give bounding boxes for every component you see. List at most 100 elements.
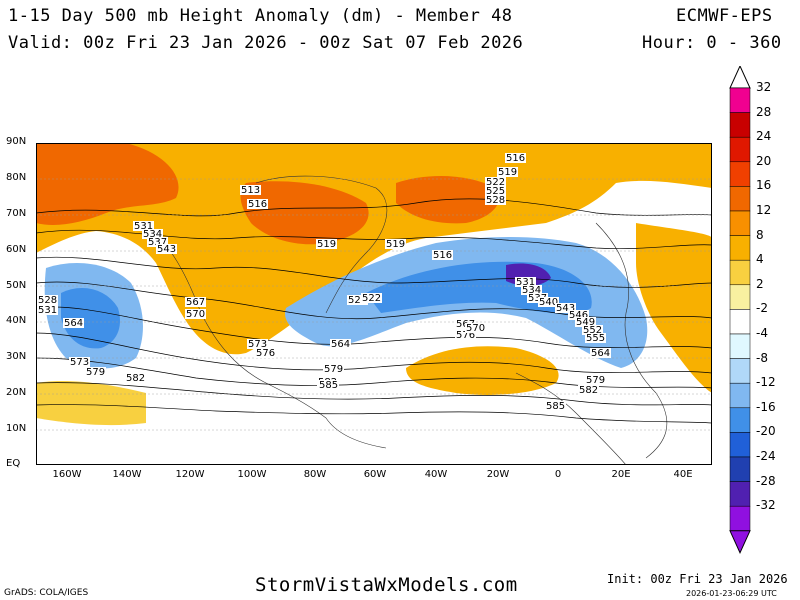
contour-label: 543 [156,244,177,255]
lon-label: 40E [673,469,693,480]
positive-anomaly-pacific [36,381,146,426]
svg-text:576: 576 [456,330,475,341]
contour-label: 582 [578,385,599,396]
lon-label: 160W [52,469,82,480]
svg-text:570: 570 [186,309,205,320]
svg-text:516: 516 [506,153,525,164]
svg-text:573: 573 [248,339,267,350]
contour-label: 525 [485,186,506,197]
colorbar-swatch [729,456,751,482]
colorbar-swatch [729,210,751,236]
contour-label: 570 [465,323,486,334]
colorbar-label: -32 [756,498,776,513]
svg-text:555: 555 [586,333,605,344]
contour-label: 519 [497,167,518,178]
svg-text:582: 582 [579,385,598,396]
lat-label: 80N [6,172,27,183]
lon-label: 20E [611,469,631,480]
svg-text:528: 528 [486,195,505,206]
contour-label: 582 [125,373,146,384]
svg-text:531: 531 [134,221,153,232]
colorbar-swatch [729,235,751,261]
generated-time: 2026-01-23-06:29 UTC [686,589,777,598]
svg-text:570: 570 [466,323,485,334]
svg-text:531: 531 [516,277,535,288]
svg-text:573: 573 [70,357,89,368]
svg-text:549: 549 [576,317,595,328]
svg-text:582: 582 [126,373,145,384]
svg-text:534: 534 [522,285,541,296]
contour-label: 528 [37,295,58,306]
contour-label: 534 [142,229,163,240]
colorbar-swatch [729,259,751,286]
contour-label: 528 [347,295,368,306]
colorbar-swatch [729,87,751,113]
colorbar-label: 2 [756,276,764,291]
colorbar-swatch [729,112,751,138]
contour-label: 549 [575,317,596,328]
colorbar-label: -28 [756,473,776,488]
svg-text:564: 564 [331,339,350,350]
colorbar-swatch [729,136,751,163]
colorbar-label: 32 [756,80,772,94]
contour-label: 537 [527,293,548,304]
contour-label: 531 [515,277,536,288]
contour-label: 543 [555,303,576,314]
contour-label: 564 [330,339,351,350]
svg-text:516: 516 [433,250,452,261]
colorbar-swatch [729,407,751,433]
lon-label: 140W [112,469,142,480]
svg-text:513: 513 [241,185,260,196]
lat-label: 40N [6,315,27,326]
init-time: Init: 00z Fri 23 Jan 2026 [607,572,788,586]
lat-label: 70N [6,208,27,219]
contour-label: 522 [361,293,382,304]
colorbar-label: 24 [756,129,772,144]
lat-label: 50N [6,280,27,291]
contour-label: 567 [185,297,206,308]
lon-label: 40W [424,469,448,480]
positive-anomaly-atlantic [406,346,559,395]
contour-label: 519 [385,239,406,250]
svg-text:585: 585 [546,401,565,412]
contour-label: 570 [185,309,206,320]
contour-label: 579 [585,375,606,386]
svg-text:564: 564 [591,348,610,359]
svg-text:540: 540 [539,297,558,308]
contour-label: 576 [455,330,476,341]
grads-credit: GrADS: COLA/IGES [4,588,89,598]
lon-label: 20W [486,469,510,480]
lon-label: 60W [363,469,387,480]
colorbar-label: -12 [756,375,776,390]
contour-label: 552 [582,325,603,336]
svg-text:579: 579 [86,367,105,378]
colorbar-label: -24 [756,449,776,463]
forecast-hours: Hour: 0 - 360 [642,33,782,53]
colorbar-bottom-arrow [729,530,751,555]
svg-text:567: 567 [186,297,205,308]
lat-label: 60N [6,244,27,255]
colorbar-label: 8 [756,227,764,242]
colorbar-label: -8 [756,350,768,365]
positive-anomaly-arctic-core [36,143,179,225]
negative-anomaly-pacific-core [61,288,121,349]
svg-text:537: 537 [148,237,167,248]
svg-text:519: 519 [498,167,517,178]
colorbar-swatch [729,481,751,507]
contour-label: 522 [485,177,506,188]
positive-anomaly-scandinavia [636,223,712,393]
svg-text:528: 528 [348,295,367,306]
colorbar-swatch [729,358,751,384]
svg-text:564: 564 [64,318,83,329]
lat-label: 10N [6,423,27,434]
colorbar-label: 20 [756,153,772,168]
contour-label: 519 [316,239,337,250]
svg-text:543: 543 [556,303,575,314]
colorbar-label: -2 [756,301,768,316]
contour-label: 585 [318,380,339,391]
colorbar-top-arrow [729,66,751,89]
lat-label: EQ [6,458,21,469]
svg-text:579: 579 [324,364,343,375]
colorbar-label: -20 [756,424,776,439]
